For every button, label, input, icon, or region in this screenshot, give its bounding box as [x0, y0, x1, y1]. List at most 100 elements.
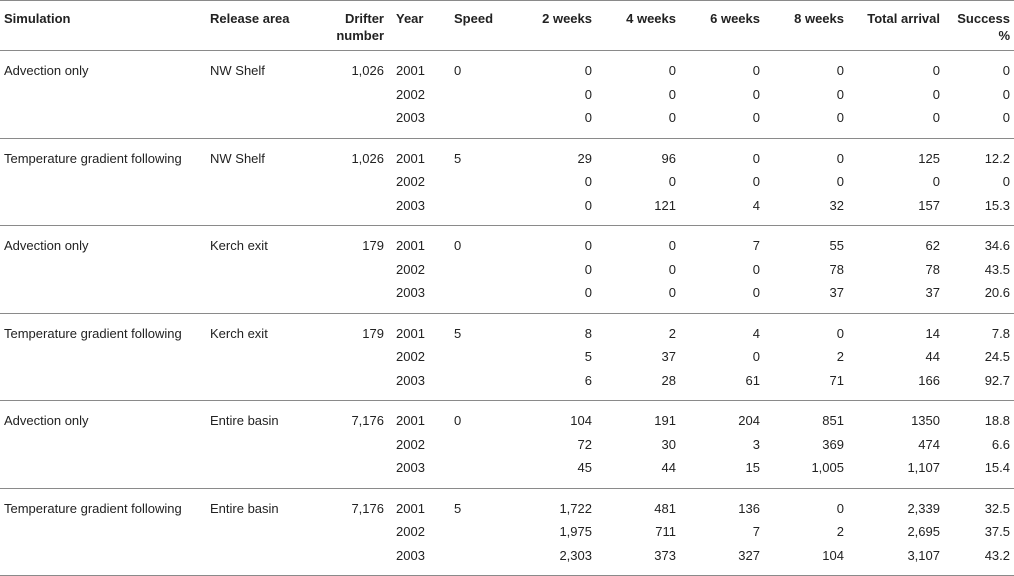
weeks-2-cell: 5 — [584, 349, 592, 364]
weeks-6-cell: 136 — [738, 500, 760, 516]
release-area-cell — [206, 83, 306, 107]
weeks-8-cell: 37 — [764, 281, 848, 314]
total-arrival-cell: 0 — [932, 174, 940, 189]
weeks-8-cell: 2 — [836, 349, 844, 364]
weeks-6-cell: 0 — [752, 349, 760, 364]
header-drifter-line1: Drifter — [344, 11, 384, 26]
total-arrival-cell: 0 — [848, 106, 944, 139]
release-area-cell: Kerch exit — [210, 238, 268, 253]
speed-cell — [440, 83, 500, 107]
year-cell: 2003 — [388, 456, 440, 489]
drifter-number-cell — [306, 281, 388, 314]
total-arrival-cell: 44 — [925, 349, 940, 364]
weeks-6-cell: 0 — [752, 150, 760, 166]
table-body: Advection only NW Shelf 1,026 2001 0 0 0 0 0 0 0 20… — [0, 51, 1014, 576]
weeks-4-cell: 0 — [596, 106, 680, 139]
speed-cell — [440, 345, 500, 369]
weeks-6-cell: 0 — [752, 261, 760, 277]
weeks-6-cell: 0 — [752, 174, 760, 189]
table-row: 2002 0 0 0 0 0 0 — [0, 83, 1014, 107]
simulation-cell: Temperature gradient following — [4, 500, 182, 516]
weeks-8-cell: 0 — [836, 174, 844, 189]
speed-cell — [440, 520, 500, 544]
header-success-percent: Success % — [944, 0, 1014, 51]
speed-cell: 5 — [454, 150, 462, 166]
release-area-cell — [206, 543, 306, 576]
speed-cell — [440, 456, 500, 489]
header-row: Simulation Release area Drifter number Ye… — [0, 0, 1014, 51]
drifter-number-cell — [306, 193, 388, 226]
weeks-6-cell: 204 — [738, 413, 760, 428]
simulation-cell — [0, 433, 206, 457]
release-area-cell — [206, 368, 306, 401]
simulation-cell — [0, 456, 206, 489]
weeks-8-cell: 0 — [836, 500, 844, 516]
total-arrival-cell: 78 — [925, 261, 940, 277]
weeks-8-cell: 71 — [764, 368, 848, 401]
success-percent-cell: 37.5 — [984, 524, 1010, 539]
total-arrival-cell: 0 — [932, 86, 940, 102]
drifter-number-cell: 7,176 — [351, 413, 384, 428]
table-row: 2002 0 0 0 78 78 43.5 — [0, 258, 1014, 282]
weeks-8-cell: 32 — [764, 193, 848, 226]
weeks-2-cell: 104 — [570, 413, 592, 428]
drifter-number-cell — [306, 543, 388, 576]
release-area-cell — [206, 456, 306, 489]
weeks-4-cell: 2 — [668, 325, 676, 341]
weeks-6-cell: 4 — [680, 193, 764, 226]
drifter-number-cell — [306, 456, 388, 489]
weeks-8-cell: 2 — [836, 524, 844, 539]
speed-cell — [440, 281, 500, 314]
total-arrival-cell: 0 — [932, 63, 940, 78]
header-drifter-line2: number — [336, 28, 384, 43]
weeks-2-cell: 0 — [584, 63, 592, 78]
total-arrival-cell: 1350 — [911, 413, 940, 428]
header-2-weeks: 2 weeks — [500, 0, 596, 51]
weeks-8-cell: 369 — [822, 436, 844, 452]
drifter-number-cell — [306, 170, 388, 194]
simulation-cell — [0, 543, 206, 576]
weeks-4-cell: 0 — [668, 261, 676, 277]
weeks-2-cell: 0 — [584, 238, 592, 253]
year-cell: 2003 — [388, 368, 440, 401]
year-cell: 2003 — [388, 193, 440, 226]
total-arrival-cell: 2,339 — [907, 500, 940, 516]
simulation-cell: Advection only — [4, 238, 89, 253]
success-percent-cell: 18.8 — [984, 413, 1010, 428]
simulation-cell: Temperature gradient following — [4, 325, 182, 341]
year-cell: 2002 — [396, 174, 425, 189]
simulation-cell: Advection only — [4, 413, 89, 428]
weeks-2-cell: 0 — [584, 261, 592, 277]
year-cell: 2001 — [396, 325, 425, 341]
weeks-2-cell: 2,303 — [500, 543, 596, 576]
weeks-8-cell: 851 — [822, 413, 844, 428]
success-percent-cell: 43.2 — [944, 543, 1014, 576]
drifter-number-cell — [306, 520, 388, 544]
weeks-4-cell: 191 — [654, 413, 676, 428]
weeks-2-cell: 29 — [577, 150, 592, 166]
drifter-number-cell: 179 — [362, 325, 384, 341]
release-area-cell — [206, 520, 306, 544]
release-area-cell — [206, 106, 306, 139]
table-row: 2002 1,975 711 7 2 2,695 37.5 — [0, 520, 1014, 544]
simulation-cell: Advection only — [4, 63, 89, 78]
year-cell: 2001 — [396, 238, 425, 253]
simulation-cell — [0, 83, 206, 107]
weeks-4-cell: 481 — [654, 500, 676, 516]
weeks-6-cell: 7 — [752, 524, 760, 539]
release-area-cell — [206, 345, 306, 369]
simulation-cell: Temperature gradient following — [4, 150, 182, 166]
weeks-4-cell: 0 — [668, 63, 676, 78]
speed-cell: 0 — [454, 238, 462, 253]
speed-cell — [440, 433, 500, 457]
total-arrival-cell: 1,107 — [848, 456, 944, 489]
release-area-cell — [206, 193, 306, 226]
success-percent-cell: 43.5 — [984, 261, 1010, 277]
success-percent-cell: 20.6 — [944, 281, 1014, 314]
weeks-8-cell: 0 — [836, 86, 844, 102]
table-row: 2003 6 28 61 71 166 92.7 — [0, 368, 1014, 401]
weeks-6-cell: 0 — [752, 63, 760, 78]
table-row: Temperature gradient following NW Shelf 1,… — [0, 138, 1014, 170]
weeks-6-cell: 3 — [752, 436, 760, 452]
